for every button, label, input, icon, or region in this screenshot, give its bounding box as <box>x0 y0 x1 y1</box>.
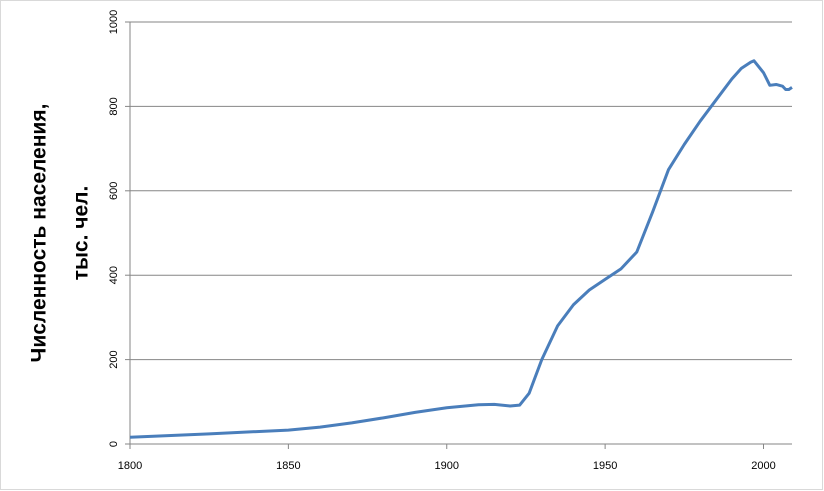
y-tick-label: 800 <box>108 97 120 115</box>
x-tick-label: 1850 <box>276 460 300 472</box>
y-axis-title-line: Численность населения, <box>28 104 51 363</box>
y-tick-label: 0 <box>108 441 120 447</box>
data-line <box>129 59 793 439</box>
y-tick-label: 400 <box>108 266 120 284</box>
x-tick-label: 1950 <box>593 460 617 472</box>
x-tick-label: 1900 <box>435 460 459 472</box>
y-axis-title: Численность населения, тыс. чел. <box>28 104 93 363</box>
y-tick-label: 600 <box>108 182 120 200</box>
x-tick-label: 1800 <box>118 460 142 472</box>
x-tick-label: 2000 <box>751 460 775 472</box>
y-axis-title-line: тыс. чел. <box>70 186 93 281</box>
y-tick-label: 1000 <box>108 10 120 34</box>
y-tick-label: 200 <box>108 350 120 368</box>
